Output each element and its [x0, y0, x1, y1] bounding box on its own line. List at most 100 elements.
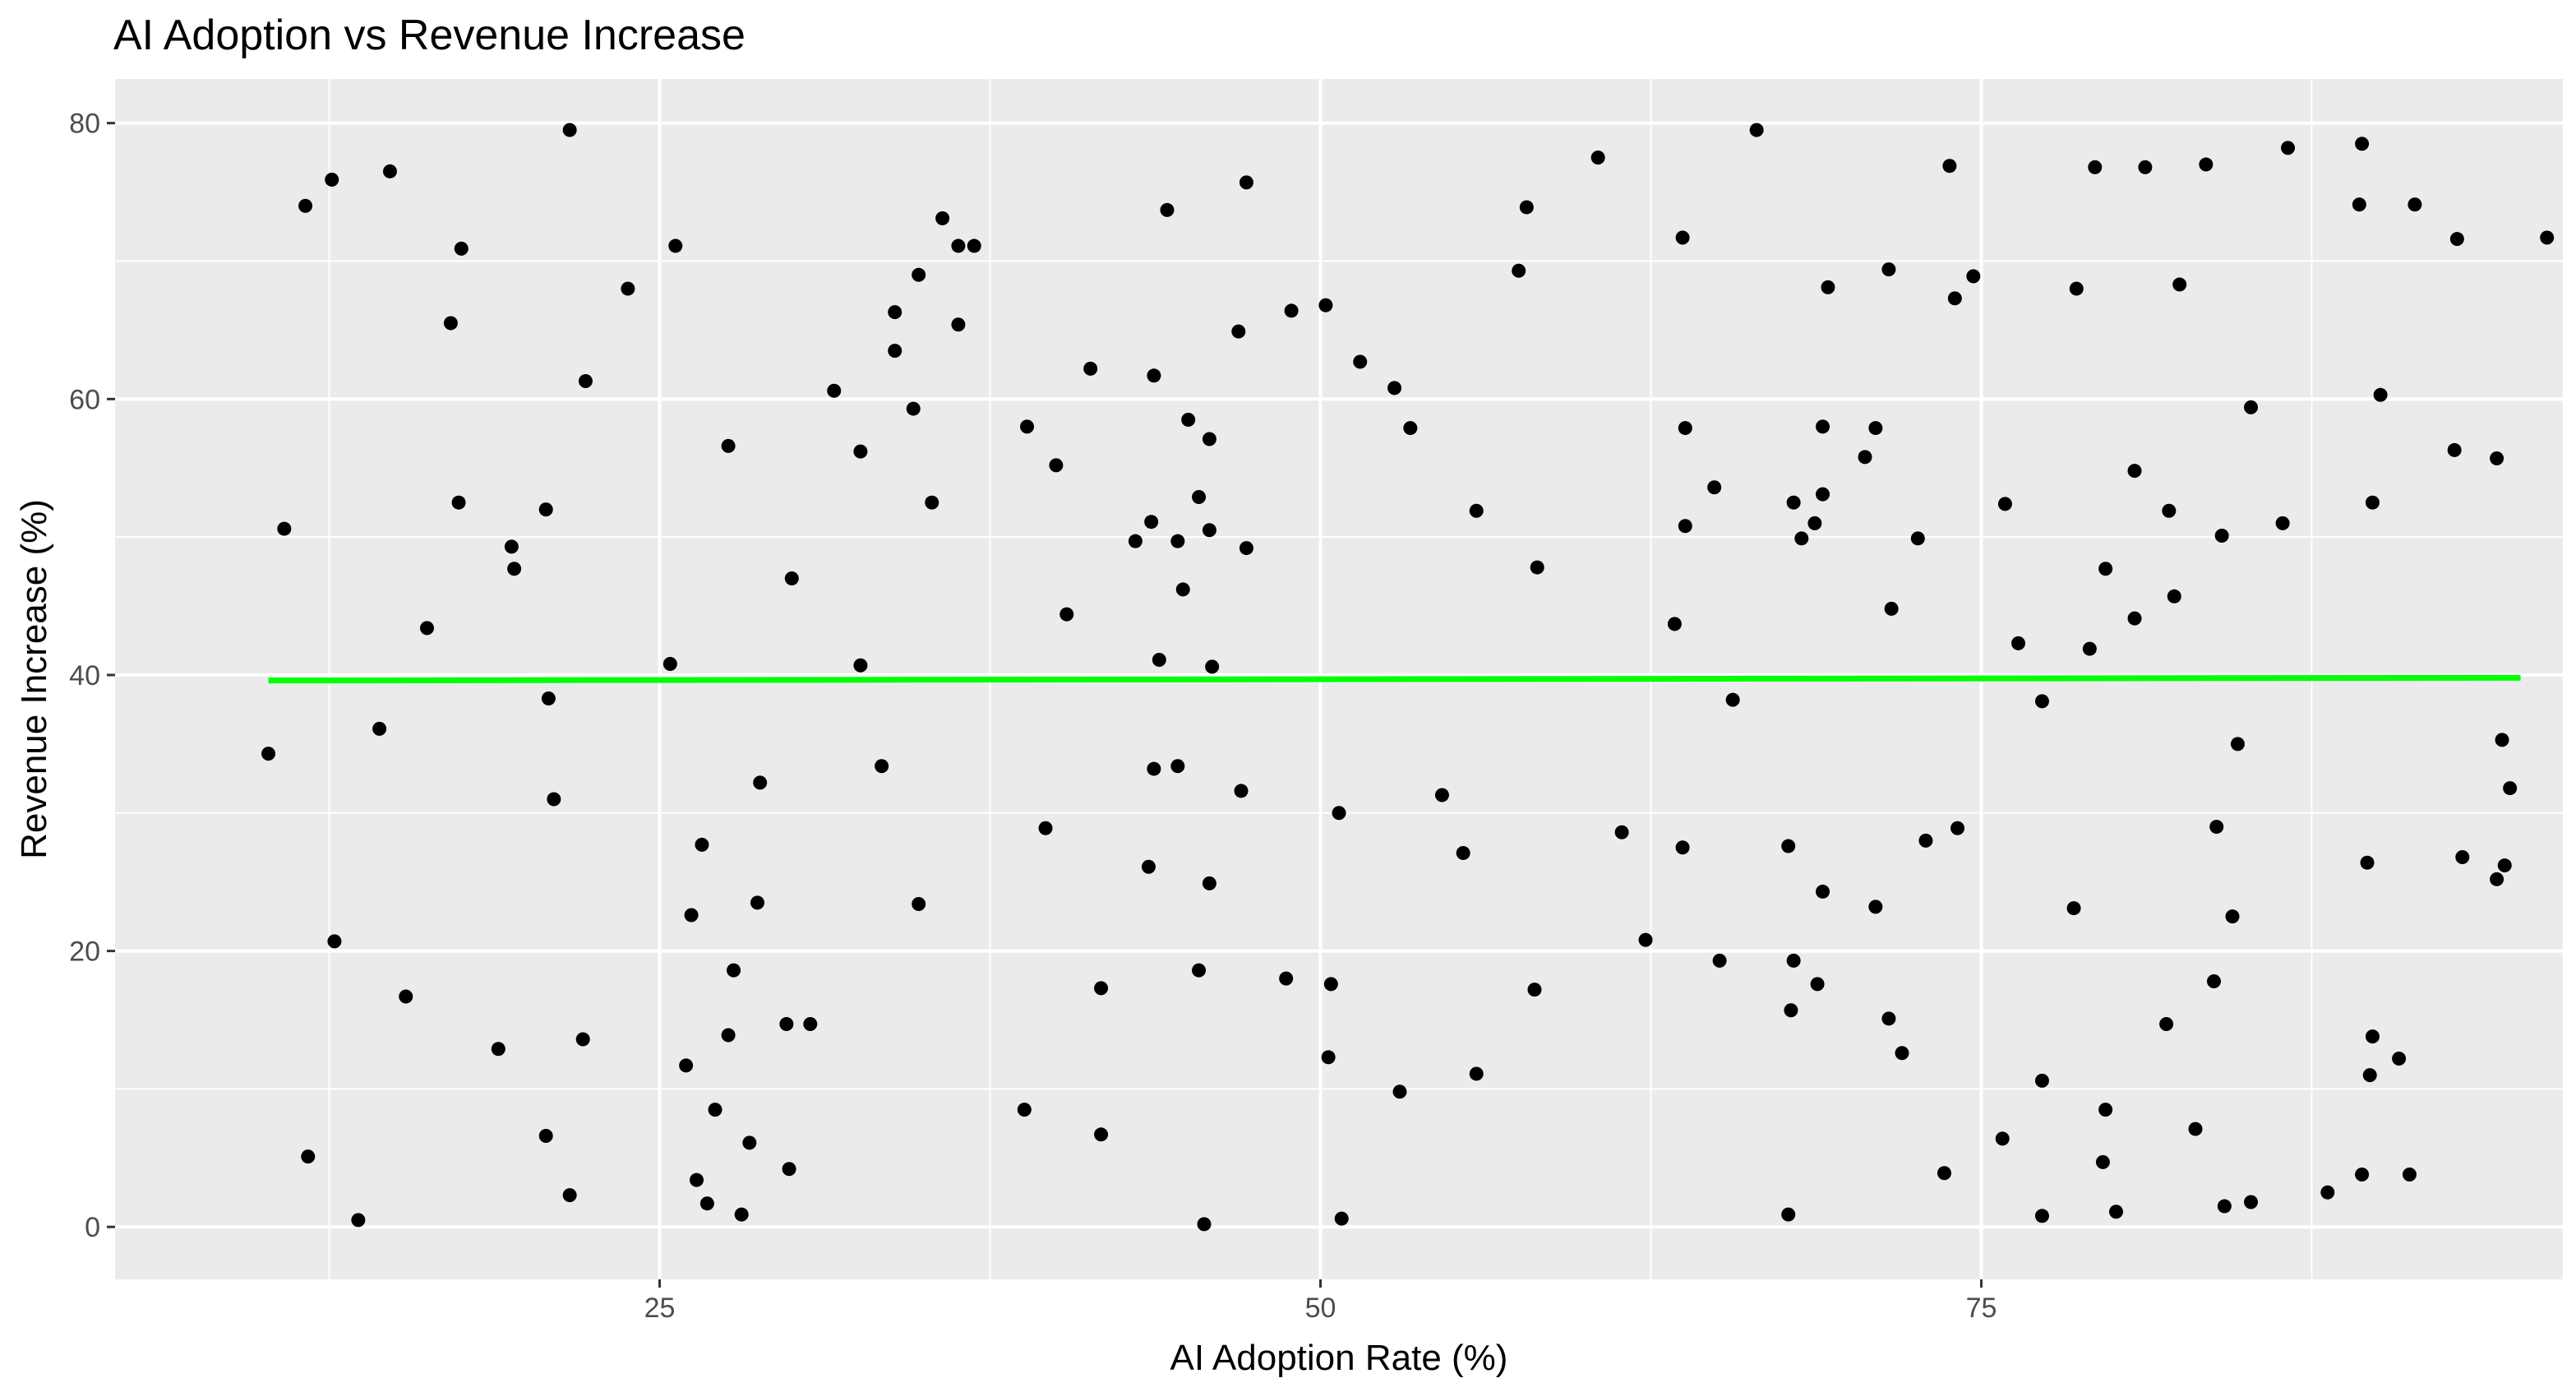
data-point: [1678, 519, 1692, 534]
data-point: [1950, 821, 1965, 835]
data-point: [1997, 497, 2012, 511]
data-point: [301, 1149, 316, 1164]
data-point: [1434, 788, 1449, 802]
data-point: [1170, 534, 1185, 548]
data-point: [2214, 528, 2229, 543]
y-tick-label: 60: [69, 384, 100, 415]
data-point: [1239, 541, 1253, 556]
data-point: [1334, 1211, 1349, 1226]
data-point: [2034, 694, 2049, 709]
data-point: [935, 210, 950, 225]
data-point: [2244, 1195, 2259, 1209]
data-point: [951, 238, 966, 253]
data-point: [1197, 1217, 1212, 1232]
trend-line: [268, 674, 2521, 684]
data-point: [2206, 974, 2221, 989]
data-point: [1884, 601, 1899, 616]
data-point: [1638, 932, 1653, 947]
data-point: [906, 401, 921, 416]
data-point: [454, 241, 469, 256]
data-point: [2540, 230, 2555, 245]
data-point: [1469, 503, 1484, 518]
data-point: [1530, 560, 1544, 575]
data-point: [2360, 855, 2375, 870]
data-point: [2275, 516, 2290, 530]
data-point: [1519, 200, 1534, 215]
data-point: [2402, 1167, 2417, 1182]
data-point: [2495, 733, 2509, 747]
data-point: [727, 963, 741, 978]
data-point: [951, 317, 966, 332]
data-point: [750, 895, 764, 910]
data-point: [1725, 692, 1740, 707]
data-point: [1675, 840, 1690, 855]
x-tick-label: 50: [1305, 1293, 1336, 1324]
data-point: [1469, 1066, 1484, 1081]
data-point: [784, 571, 799, 585]
data-point: [2320, 1185, 2335, 1200]
data-point: [1512, 263, 1526, 278]
data-point: [1181, 413, 1196, 428]
data-point: [451, 495, 466, 510]
data-point: [1910, 531, 1925, 546]
data-point: [1712, 953, 1727, 968]
data-point: [1141, 859, 1156, 874]
data-point: [1094, 981, 1109, 996]
data-point: [2088, 160, 2103, 174]
chart-title: AI Adoption vs Revenue Increase: [113, 12, 746, 59]
data-point: [699, 1196, 714, 1211]
data-point: [2095, 1154, 2110, 1169]
data-point: [2281, 141, 2296, 155]
data-point: [2172, 277, 2187, 292]
data-point: [2034, 1209, 2049, 1223]
data-point: [351, 1213, 366, 1228]
data-point: [1202, 432, 1216, 446]
data-point: [261, 747, 276, 761]
data-point: [1239, 175, 1253, 190]
data-point: [1858, 450, 1872, 465]
x-tick-label: 25: [644, 1293, 676, 1324]
data-point: [2244, 400, 2259, 414]
data-point: [690, 1172, 704, 1187]
data-point: [1284, 303, 1299, 318]
data-point: [2365, 495, 2380, 510]
data-point: [562, 1188, 577, 1203]
data-point: [721, 438, 736, 453]
data-point: [2011, 636, 2026, 650]
data-point: [1810, 977, 1825, 992]
data-point: [1881, 1011, 1896, 1026]
data-point: [2217, 1199, 2232, 1214]
data-point: [925, 495, 939, 510]
data-point: [1881, 262, 1896, 277]
data-point: [912, 267, 926, 282]
data-point: [1231, 324, 1246, 339]
y-tick-label: 40: [69, 660, 100, 691]
data-point: [1128, 534, 1143, 548]
data-point: [1318, 298, 1333, 312]
data-point: [1995, 1131, 2010, 1146]
data-point: [1966, 269, 1981, 284]
data-point: [443, 316, 458, 331]
data-point: [662, 657, 677, 672]
data-point: [1807, 516, 1822, 530]
data-point: [1667, 617, 1682, 631]
data-point: [1614, 825, 1629, 839]
data-point: [2066, 901, 2081, 916]
data-point: [668, 238, 683, 253]
data-point: [684, 908, 699, 923]
data-point: [2447, 442, 2462, 457]
data-point: [491, 1042, 506, 1057]
data-point: [1942, 159, 1957, 173]
data-point: [507, 562, 522, 576]
data-point: [2490, 451, 2504, 465]
data-point: [2490, 872, 2504, 886]
data-point: [1387, 381, 1402, 395]
data-point: [1786, 495, 1801, 510]
data-point: [708, 1103, 722, 1117]
data-point: [1152, 653, 1166, 668]
data-point: [875, 759, 889, 774]
data-point: [1147, 761, 1161, 776]
data-point: [2355, 1167, 2370, 1182]
data-point: [1784, 1003, 1798, 1018]
